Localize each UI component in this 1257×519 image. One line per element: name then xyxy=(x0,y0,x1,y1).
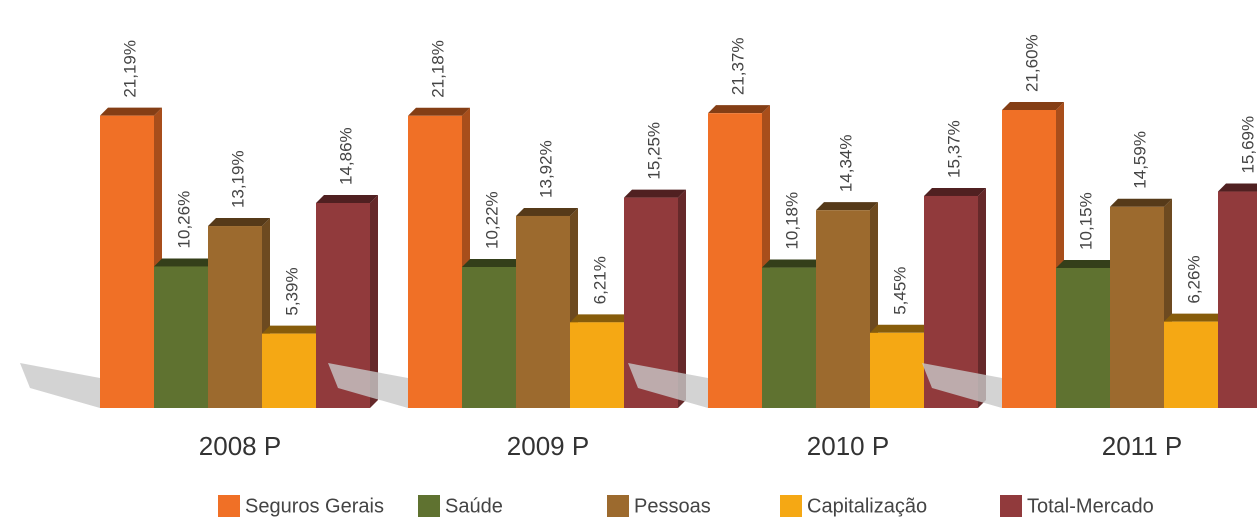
bar-top xyxy=(154,258,216,267)
category-label: 2008 P xyxy=(199,431,281,461)
value-label: 14,86% xyxy=(336,127,355,185)
bar-top xyxy=(516,207,578,216)
value-label: 14,59% xyxy=(1130,131,1149,189)
legend-swatch xyxy=(780,495,802,517)
legend-swatch xyxy=(1000,495,1022,517)
bar-top xyxy=(624,189,686,198)
bar xyxy=(816,210,870,408)
legend-label: Pessoas xyxy=(634,495,711,517)
value-label: 21,18% xyxy=(428,40,447,98)
bar-side xyxy=(978,187,986,408)
value-label: 21,60% xyxy=(1022,34,1041,92)
shadow xyxy=(628,363,708,408)
bar xyxy=(1110,206,1164,408)
bar-top xyxy=(1110,198,1172,207)
bar-top xyxy=(1002,102,1064,110)
bar xyxy=(570,322,624,408)
shadow xyxy=(328,363,408,408)
bar-top xyxy=(708,105,770,114)
value-label: 15,25% xyxy=(644,122,663,180)
value-label: 13,92% xyxy=(536,140,555,198)
value-label: 10,18% xyxy=(782,192,801,250)
bar xyxy=(154,266,208,408)
value-label: 13,19% xyxy=(228,150,247,208)
bar-top xyxy=(1218,183,1257,192)
value-label: 15,69% xyxy=(1238,116,1257,174)
value-label: 6,21% xyxy=(590,256,609,304)
bar-top xyxy=(316,194,378,203)
bar-top xyxy=(100,107,162,116)
shadow xyxy=(20,363,100,408)
value-label: 14,34% xyxy=(836,134,855,192)
bar-top xyxy=(762,259,824,268)
legend-swatch xyxy=(218,495,240,517)
bar-top xyxy=(1164,313,1226,322)
legend-swatch xyxy=(418,495,440,517)
value-label: 10,26% xyxy=(174,191,193,249)
bar xyxy=(408,115,462,409)
category-label: 2009 P xyxy=(507,431,589,461)
bar-top xyxy=(462,259,524,268)
bar-side xyxy=(370,194,378,408)
bar-top xyxy=(924,187,986,196)
legend-label: Saúde xyxy=(445,495,503,517)
bar xyxy=(208,226,262,408)
bar xyxy=(762,267,816,408)
bar xyxy=(1056,267,1110,408)
legend-label: Total-Mercado xyxy=(1027,495,1154,517)
bar-top xyxy=(262,325,324,334)
bar xyxy=(516,215,570,408)
legend-label: Seguros Gerais xyxy=(245,495,384,517)
bar xyxy=(1002,110,1056,408)
bar xyxy=(870,332,924,408)
value-label: 21,37% xyxy=(728,38,747,96)
bar-top xyxy=(408,107,470,116)
value-label: 15,37% xyxy=(944,120,963,178)
bar xyxy=(100,115,154,408)
value-label: 5,39% xyxy=(282,267,301,315)
value-label: 5,45% xyxy=(890,267,909,315)
legend-label: Capitalização xyxy=(807,495,927,517)
bar-top xyxy=(1056,259,1118,268)
legend-swatch xyxy=(607,495,629,517)
value-label: 10,22% xyxy=(482,191,501,249)
category-label: 2011 P xyxy=(1102,431,1182,461)
bar xyxy=(708,113,762,408)
bar-top xyxy=(208,218,270,227)
bar-top xyxy=(816,202,878,211)
bar xyxy=(1164,321,1218,408)
value-label: 21,19% xyxy=(120,40,139,98)
bar-top xyxy=(870,324,932,333)
bar xyxy=(462,267,516,408)
category-label: 2010 P xyxy=(807,431,889,461)
bar-side xyxy=(678,189,686,408)
bar-top xyxy=(570,314,632,323)
bar xyxy=(1218,191,1257,408)
value-label: 6,26% xyxy=(1184,255,1203,303)
bar xyxy=(262,333,316,408)
value-label: 10,15% xyxy=(1076,192,1095,250)
shadow xyxy=(922,363,1002,408)
